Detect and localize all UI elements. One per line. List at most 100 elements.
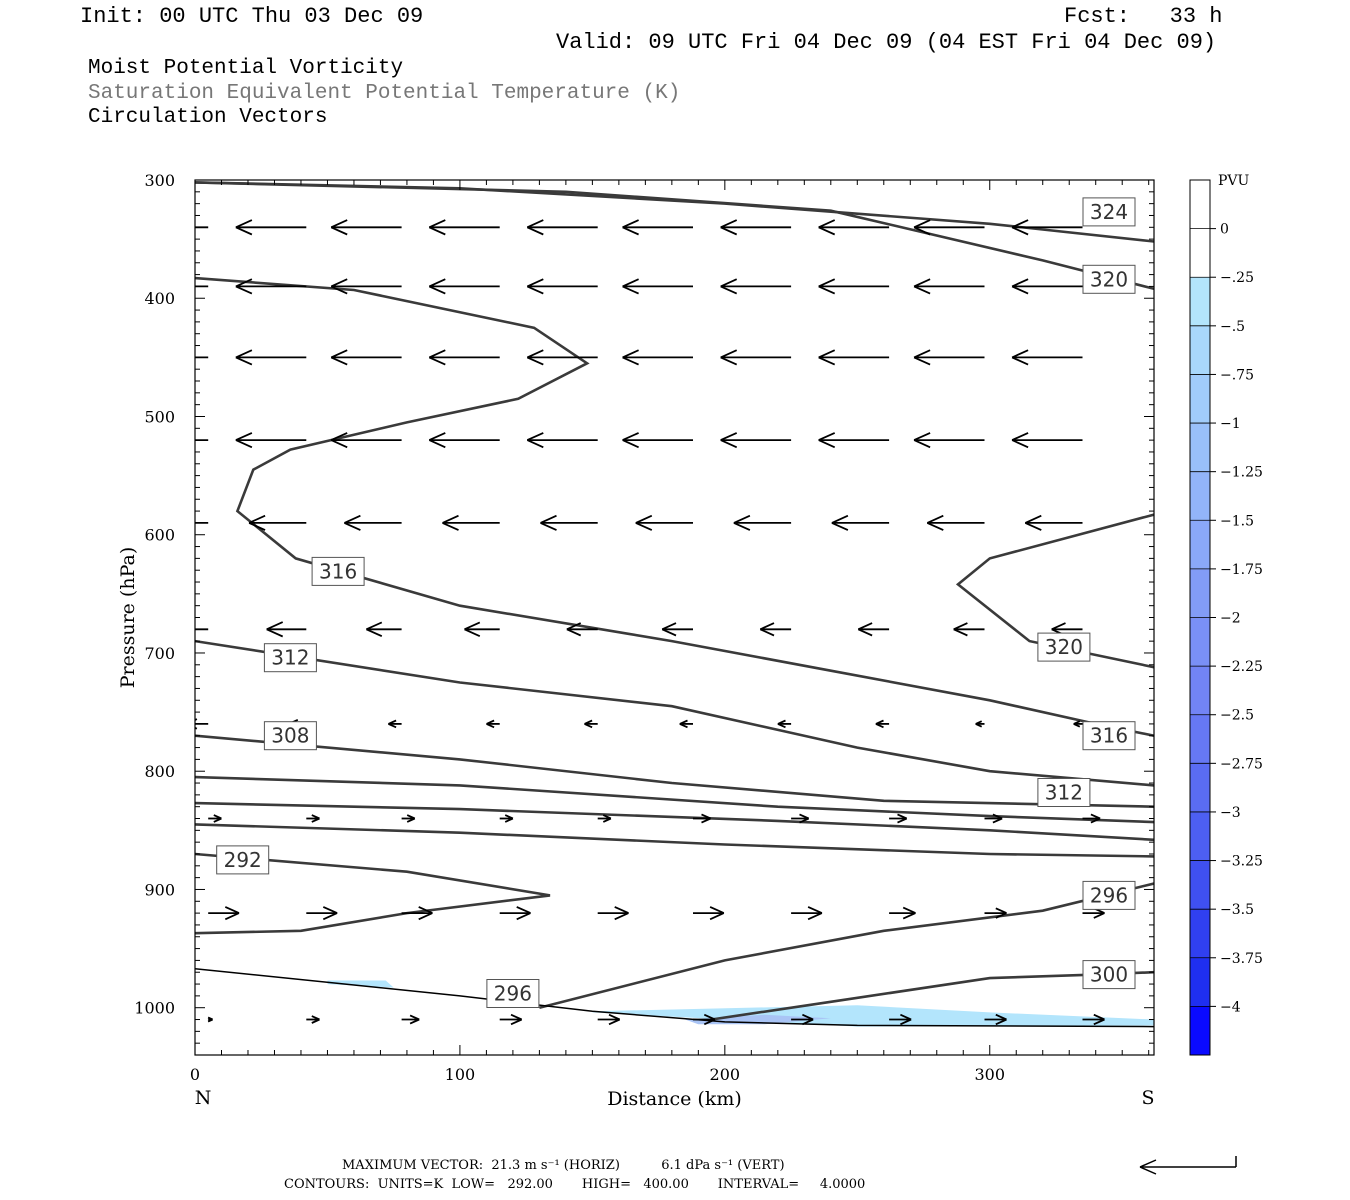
colorbar-swatch (1190, 1006, 1210, 1056)
circulation-vector (344, 514, 402, 531)
colorbar-swatch (1190, 957, 1210, 1007)
contour-line-316 (195, 276, 1154, 737)
circulation-vector (791, 813, 810, 824)
contour-label-text: 312 (1045, 781, 1083, 805)
contour-label-text: 296 (494, 982, 532, 1006)
title-theta-es: Saturation Equivalent Potential Temperat… (88, 82, 681, 105)
circulation-vector (235, 349, 307, 366)
colorbar-label: −1.75 (1220, 562, 1263, 578)
contour-label-text: 324 (1090, 200, 1128, 224)
contour-label: 296 (1082, 880, 1136, 910)
contour-label-text: 296 (1090, 883, 1128, 907)
colorbar-label: −1.25 (1220, 465, 1263, 481)
y-tick-label: 900 (144, 880, 175, 899)
colorbar-swatch (1190, 860, 1210, 910)
circulation-vector (330, 432, 402, 449)
colorbar-label: −2.75 (1220, 756, 1263, 772)
colorbar-label: −3.5 (1220, 902, 1254, 918)
vector-head (464, 621, 481, 638)
colorbar-swatch (1190, 666, 1210, 716)
circulation-vector (597, 1013, 621, 1026)
vector-head (164, 622, 180, 636)
vector-head (526, 432, 544, 449)
circulation-vector (401, 906, 433, 921)
contour-label-box (1037, 778, 1091, 807)
vector-head (366, 621, 383, 638)
circulation-vector (401, 814, 416, 823)
circulation-vector (661, 622, 693, 637)
vector-head (831, 514, 849, 531)
vector-head (913, 432, 931, 449)
vector-head (406, 814, 416, 823)
contour-label-text: 320 (1045, 635, 1083, 659)
y-tick-label: 400 (144, 289, 175, 308)
colorbar-title: PVU (1218, 173, 1250, 189)
vector-head (995, 1013, 1007, 1026)
contour-label-box (1082, 960, 1136, 990)
vector-head (1011, 349, 1029, 366)
x-tick-label: 300 (974, 1065, 1005, 1084)
max-vector-note: MAXIMUM VECTOR: 21.3 m s⁻¹ (HORIZ) 6.1 d… (342, 1158, 785, 1173)
vector-head (913, 349, 931, 366)
colorbar-label: −2.5 (1220, 708, 1254, 724)
x-end-label-south: S (1141, 1087, 1154, 1109)
contour-label: 312 (263, 643, 317, 673)
circulation-vector (1082, 1013, 1105, 1026)
vector-head (138, 220, 154, 234)
terrain-line (195, 967, 1154, 1028)
vector-head (566, 622, 582, 637)
vector-head (622, 349, 639, 366)
valid-time: Valid: 09 UTC Fri 04 Dec 09 (04 EST Fri … (556, 30, 1217, 55)
circulation-vector (306, 814, 320, 823)
vector-head (388, 719, 397, 729)
circulation-vector (1011, 278, 1083, 295)
circulation-vector (526, 219, 598, 236)
circulation-vector (913, 432, 985, 449)
circulation-vector (1024, 514, 1083, 531)
circulation-vector (1011, 432, 1083, 449)
circulation-vector (975, 720, 985, 728)
contour-label-text: 316 (319, 559, 357, 583)
vector-head (311, 814, 320, 823)
contour-label: 312 (1037, 778, 1091, 807)
colorbar-label: −1.5 (1220, 513, 1254, 529)
vector-head (235, 219, 253, 236)
vector-head (661, 622, 677, 637)
circulation-vector (499, 814, 514, 823)
vector-head (213, 814, 222, 823)
circulation-vector (235, 432, 307, 449)
vector-head (720, 432, 738, 449)
contour-label-box (216, 845, 270, 875)
circulation-vector (428, 278, 500, 295)
vector-head (584, 719, 593, 729)
contour-label-box (1082, 264, 1136, 294)
y-axis-label: Pressure (hPa) (117, 547, 139, 689)
circulation-vector (913, 219, 985, 236)
vector-head (897, 813, 908, 824)
circulation-vector (984, 1013, 1007, 1026)
vector-head (1011, 219, 1029, 236)
vector-head (926, 514, 944, 531)
vector-head (720, 278, 738, 295)
contour-label-text: 316 (1090, 724, 1128, 748)
vector-head (526, 349, 544, 366)
circulation-vector (584, 719, 598, 729)
circulation-vector (818, 219, 890, 236)
circulation-vector (526, 432, 598, 449)
circulation-vector (857, 622, 890, 637)
vector-head (635, 514, 653, 531)
contour-line-308 (195, 734, 1154, 808)
vector-head (322, 906, 338, 921)
circulation-vector (330, 278, 402, 295)
contour-line-312 (195, 639, 1154, 787)
colorbar-label: −.5 (1220, 319, 1245, 335)
vector-head (913, 278, 931, 295)
colorbar-label: −.75 (1220, 367, 1254, 383)
circulation-vector (464, 621, 500, 638)
vector-head (720, 349, 738, 366)
vector-head (526, 278, 544, 295)
contour-label-text: 308 (271, 724, 309, 748)
x-axis-label: Distance (km) (607, 1088, 742, 1110)
circulation-vector (428, 432, 500, 449)
